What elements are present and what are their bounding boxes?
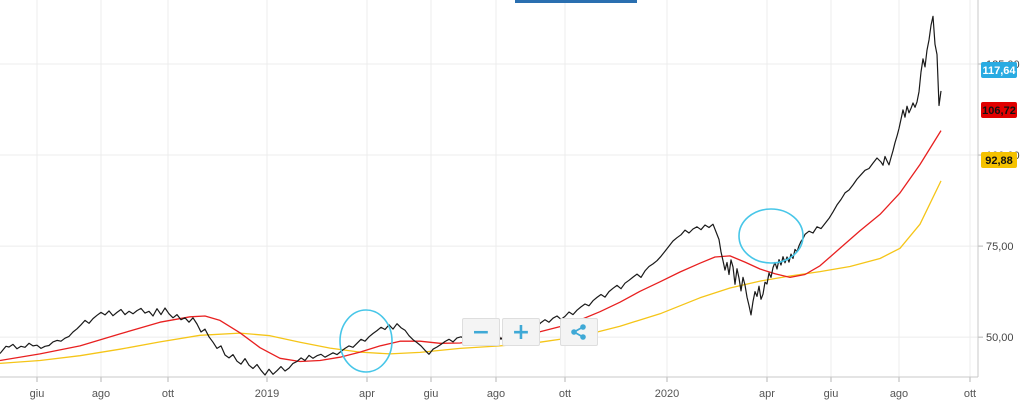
highlight-circle: [738, 208, 804, 264]
top-strip: [515, 0, 637, 3]
current-value-badge: [981, 152, 1017, 168]
x-tick-label: giu: [824, 388, 839, 400]
x-tick-label: 2020: [655, 388, 679, 400]
x-tick-label: giu: [30, 388, 45, 400]
x-tick-label: apr: [759, 388, 775, 400]
y-tick-label: 50,00: [986, 332, 1014, 344]
x-tick-label: ago: [890, 388, 908, 400]
x-tick-label: ott: [162, 388, 174, 400]
series-line: [0, 15, 942, 376]
current-value-badge: [981, 62, 1017, 78]
x-tick-label: ago: [92, 388, 110, 400]
zoom-out-button[interactable]: −: [462, 318, 500, 346]
current-value-badge: [981, 102, 1017, 118]
x-tick-label: 2019: [255, 388, 279, 400]
x-tick-label: giu: [424, 388, 439, 400]
current-value-label: 92,88: [985, 155, 1013, 167]
y-tick-label: 75,00: [986, 241, 1014, 253]
current-value-label: 117,64: [982, 65, 1016, 77]
highlight-circle: [339, 309, 393, 373]
annotations: [339, 208, 804, 373]
x-tick-label: apr: [359, 388, 375, 400]
x-tick-label: ott: [559, 388, 571, 400]
zoom-controls: − +: [462, 318, 598, 346]
series-line: [0, 180, 942, 365]
share-button[interactable]: [560, 318, 598, 346]
current-value-label: 106,72: [982, 105, 1016, 117]
x-tick-label: ago: [487, 388, 505, 400]
x-tick-label: ott: [964, 388, 976, 400]
price-labels: 117,64 106,72 92,88: [981, 62, 1017, 168]
share-icon: [571, 324, 586, 340]
zoom-in-button[interactable]: +: [502, 318, 540, 346]
x-axis: giu ago ott 2019 apr giu ago ott 2020 apr giu ago ot…: [0, 376, 978, 400]
